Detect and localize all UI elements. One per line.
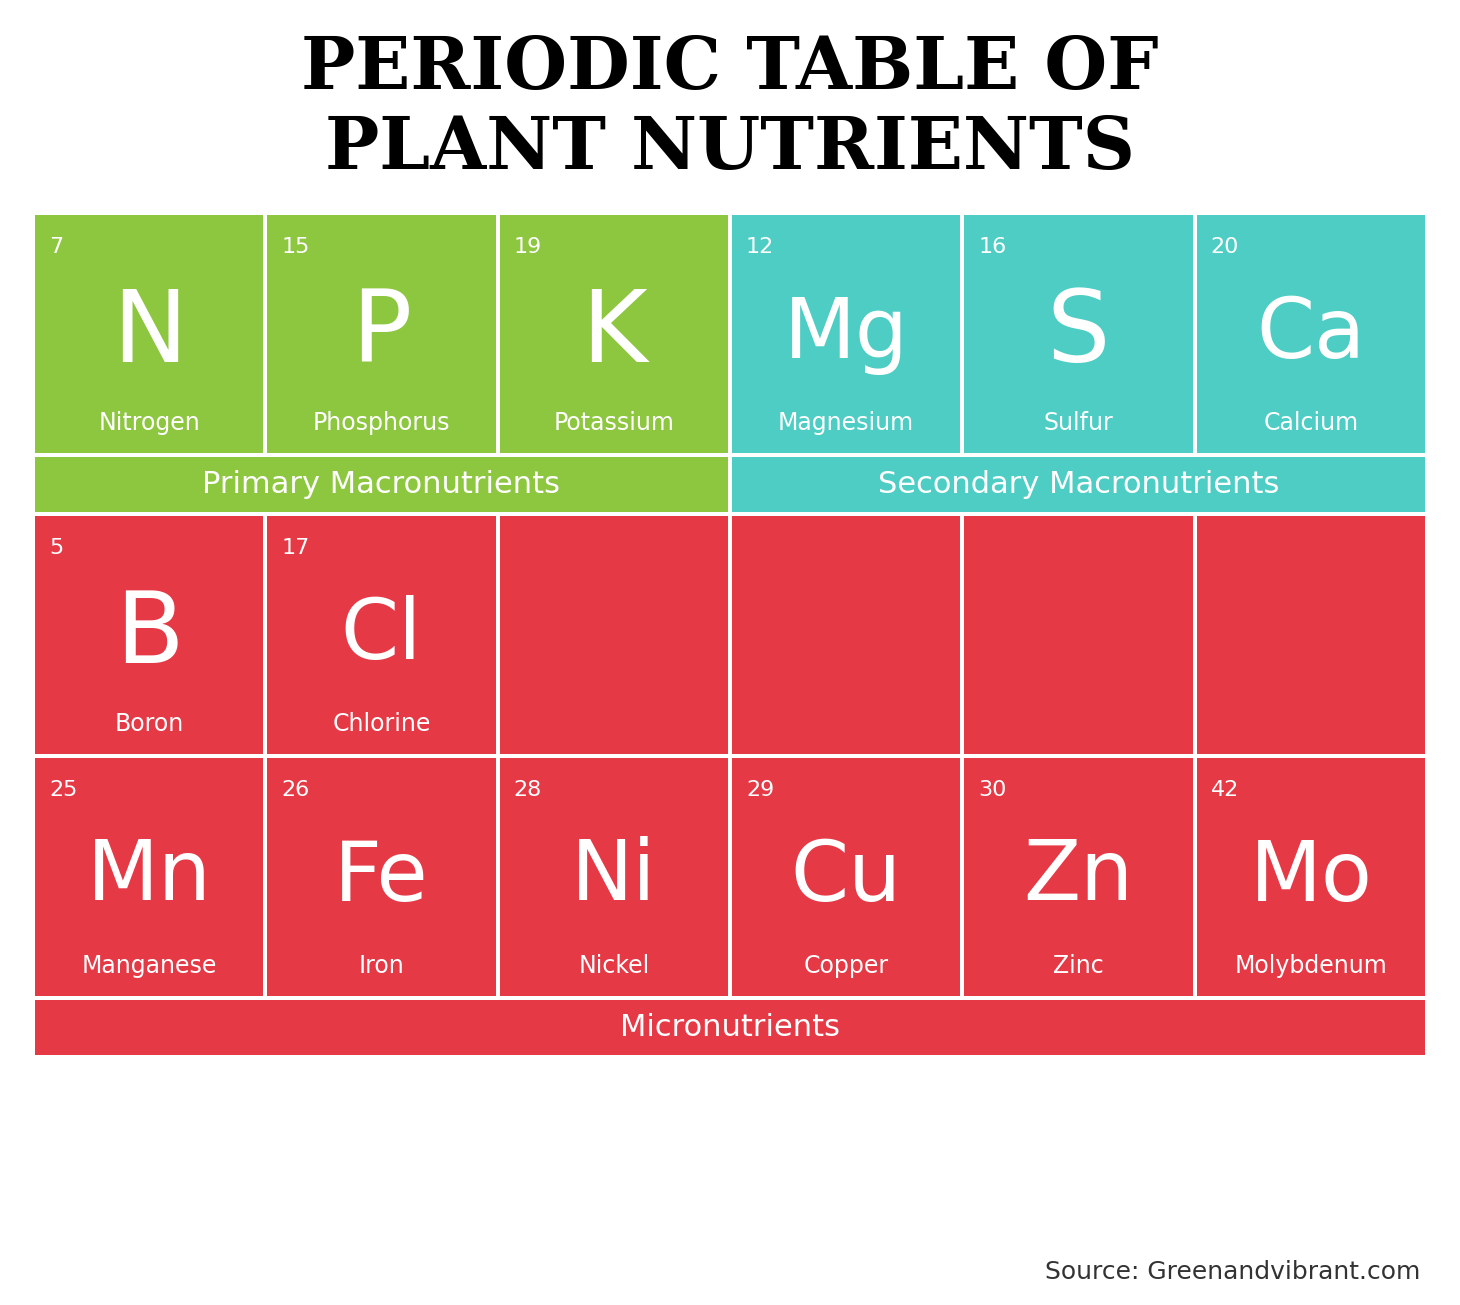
Text: 12: 12 [746,238,774,257]
Text: Micronutrients: Micronutrients [620,1013,840,1041]
Text: N: N [111,286,187,382]
Text: Calcium: Calcium [1263,411,1358,435]
Bar [965,215,1193,453]
Text: S: S [1047,286,1110,382]
Text: Ca: Ca [1256,294,1365,375]
Text: Mn: Mn [86,837,212,917]
Text: Nitrogen: Nitrogen [98,411,200,435]
Text: Ni: Ni [571,837,657,917]
Text: Magnesium: Magnesium [778,411,914,435]
Bar [35,758,263,996]
Bar [965,758,1193,996]
Text: Potassium: Potassium [553,411,675,435]
Text: 5: 5 [50,538,63,559]
Text: Nickel: Nickel [578,954,650,977]
Text: 42: 42 [1210,780,1240,800]
Text: 20: 20 [1210,238,1240,257]
Bar [267,215,495,453]
Text: Cu: Cu [791,837,902,917]
Bar [267,758,495,996]
Text: Mo: Mo [1250,837,1372,917]
Text: Phosphorus: Phosphorus [312,411,450,435]
Text: Boron: Boron [114,713,184,736]
Text: Mg: Mg [784,294,908,375]
Bar [965,515,1193,754]
Text: 7: 7 [50,238,63,257]
Text: 30: 30 [978,780,1007,800]
Bar [35,515,263,754]
Bar [35,215,263,453]
Text: 17: 17 [282,538,310,559]
Text: Iron: Iron [359,954,404,977]
Text: PERIODIC TABLE OF: PERIODIC TABLE OF [301,33,1159,103]
Bar [499,758,729,996]
Text: Cl: Cl [340,595,422,676]
Bar [35,457,729,512]
Text: PLANT NUTRIENTS: PLANT NUTRIENTS [326,112,1134,184]
Text: Primary Macronutrients: Primary Macronutrients [203,470,561,499]
Text: B: B [115,586,184,684]
Bar [731,515,961,754]
Text: Chlorine: Chlorine [333,713,431,736]
Text: Fe: Fe [334,837,429,917]
Text: 26: 26 [282,780,310,800]
Text: Secondary Macronutrients: Secondary Macronutrients [877,470,1279,499]
Text: Zn: Zn [1023,837,1133,917]
Bar [1197,758,1425,996]
Text: 19: 19 [514,238,542,257]
Bar [499,215,729,453]
Text: Molybdenum: Molybdenum [1235,954,1387,977]
Bar [267,515,495,754]
Text: Zinc: Zinc [1053,954,1104,977]
Text: Source: Greenandvibrant.com: Source: Greenandvibrant.com [1044,1261,1421,1284]
Text: 28: 28 [514,780,542,800]
Text: 15: 15 [282,238,310,257]
Text: Copper: Copper [803,954,889,977]
Text: 16: 16 [978,238,1006,257]
Text: 29: 29 [746,780,774,800]
Text: Manganese: Manganese [82,954,218,977]
Bar [731,758,961,996]
Text: Sulfur: Sulfur [1044,411,1114,435]
Text: K: K [581,286,647,382]
Bar [35,1000,1425,1054]
Bar [731,215,961,453]
Bar [1197,515,1425,754]
Bar [499,515,729,754]
Bar [731,457,1425,512]
Text: P: P [352,286,412,382]
Text: 25: 25 [50,780,77,800]
Bar [1197,215,1425,453]
